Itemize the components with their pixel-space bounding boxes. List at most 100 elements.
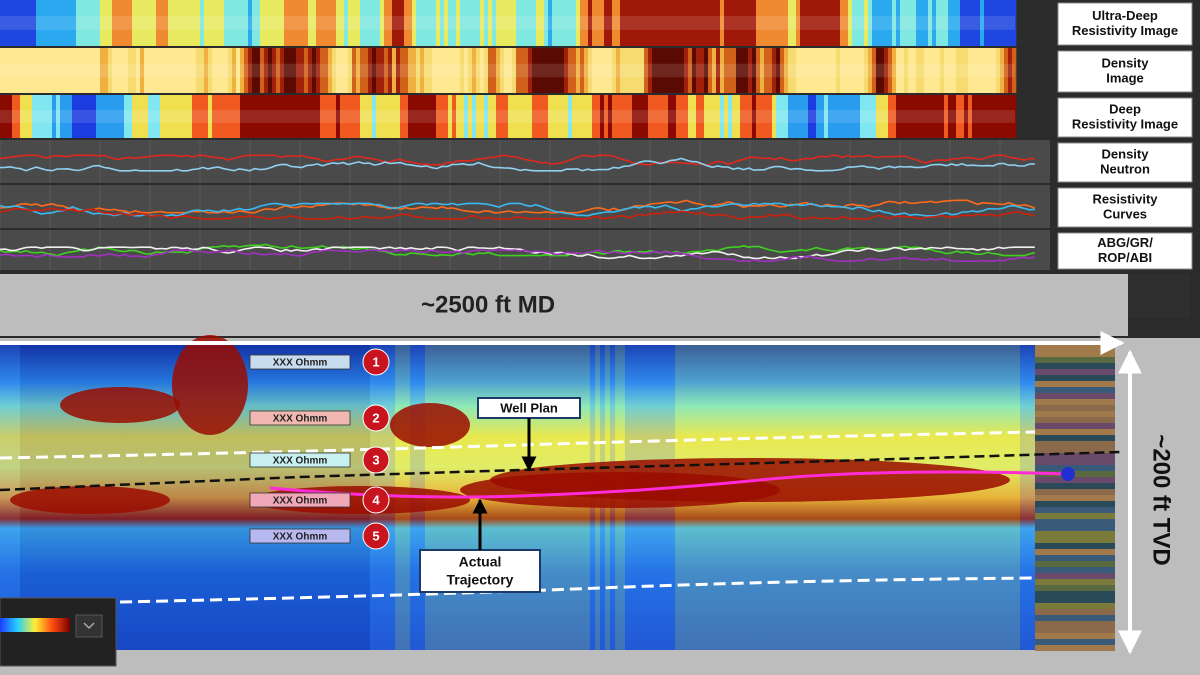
- image-column: [264, 95, 269, 138]
- image-column: [476, 48, 481, 93]
- track-label-box: [1057, 50, 1193, 93]
- track-label-box: [1057, 2, 1193, 46]
- image-column: [508, 48, 513, 93]
- image-column: [644, 95, 649, 138]
- track-label: Density: [1102, 146, 1150, 161]
- image-column: [184, 0, 189, 46]
- image-column: [36, 48, 41, 93]
- image-column: [748, 48, 753, 93]
- image-column: [36, 95, 41, 138]
- image-column: [0, 0, 5, 46]
- image-column: [608, 95, 613, 138]
- image-column: [124, 95, 129, 138]
- image-column: [44, 48, 49, 93]
- image-column: [564, 48, 569, 93]
- image-column: [164, 95, 169, 138]
- image-column: [232, 0, 237, 46]
- image-column: [476, 0, 481, 46]
- image-column: [372, 95, 377, 138]
- image-column: [696, 0, 701, 46]
- image-shade: [0, 110, 1015, 123]
- image-column: [340, 48, 345, 93]
- image-column: [968, 0, 973, 46]
- image-column: [420, 0, 425, 46]
- image-column: [120, 0, 125, 46]
- image-column: [520, 0, 525, 46]
- image-column: [716, 95, 721, 138]
- image-column: [388, 95, 393, 138]
- image-column: [864, 48, 869, 93]
- image-column: [76, 48, 81, 93]
- section-streak: [210, 345, 215, 650]
- image-column: [684, 0, 689, 46]
- image-column: [944, 0, 949, 46]
- image-column: [88, 0, 93, 46]
- image-column: [764, 95, 769, 138]
- strip-band: [1035, 621, 1115, 627]
- image-column: [792, 95, 797, 138]
- image-column: [444, 0, 449, 46]
- image-column: [772, 0, 777, 46]
- image-column: [156, 48, 161, 93]
- actual-trajectory-label: Trajectory: [447, 572, 514, 588]
- image-column: [780, 48, 785, 93]
- image-column: [396, 95, 401, 138]
- image-column: [500, 0, 505, 46]
- image-column: [968, 48, 973, 93]
- image-column: [848, 48, 853, 93]
- image-column: [88, 48, 93, 93]
- image-column: [16, 95, 21, 138]
- track-label-box: [1057, 232, 1193, 270]
- image-column: [380, 48, 385, 93]
- strip-band: [1035, 483, 1115, 489]
- image-column: [888, 48, 893, 93]
- image-column: [712, 0, 717, 46]
- image-column: [752, 95, 757, 138]
- image-column: [148, 48, 153, 93]
- image-column: [980, 95, 985, 138]
- strip-band: [1035, 441, 1115, 447]
- md-corner: [1128, 274, 1190, 318]
- image-column: [880, 95, 885, 138]
- image-column: [392, 0, 397, 46]
- image-column: [24, 48, 29, 93]
- image-column: [1000, 95, 1005, 138]
- zone-marker: [362, 446, 390, 474]
- image-column: [328, 95, 333, 138]
- image-column: [308, 95, 313, 138]
- image-column: [888, 0, 893, 46]
- image-column: [544, 48, 549, 93]
- image-column: [676, 0, 681, 46]
- image-column: [16, 48, 21, 93]
- image-column: [64, 48, 69, 93]
- image-column: [912, 0, 917, 46]
- image-column: [336, 95, 341, 138]
- image-column: [440, 48, 445, 93]
- image-column: [672, 0, 677, 46]
- boundary-upper: [0, 430, 1036, 460]
- color-scale-dropdown[interactable]: [75, 614, 103, 638]
- image-column: [560, 48, 565, 93]
- image-column: [876, 48, 881, 93]
- image-column: [500, 48, 505, 93]
- image-column: [356, 0, 361, 46]
- image-column: [996, 48, 1001, 93]
- image-column: [180, 48, 185, 93]
- image-column: [696, 95, 701, 138]
- image-column: [836, 95, 841, 138]
- image-column: [892, 48, 897, 93]
- image-column: [112, 48, 117, 93]
- image-column: [948, 0, 953, 46]
- zone-number: 5: [372, 528, 379, 543]
- image-column: [224, 48, 229, 93]
- image-column: [728, 48, 733, 93]
- track-label: Resistivity Image: [1072, 116, 1178, 131]
- image-column: [732, 48, 737, 93]
- image-column: [300, 48, 305, 93]
- zone-number: 3: [372, 452, 379, 467]
- image-column: [192, 0, 197, 46]
- section-streak: [225, 345, 230, 650]
- image-column: [868, 48, 873, 93]
- image-column: [664, 95, 669, 138]
- image-column: [952, 0, 957, 46]
